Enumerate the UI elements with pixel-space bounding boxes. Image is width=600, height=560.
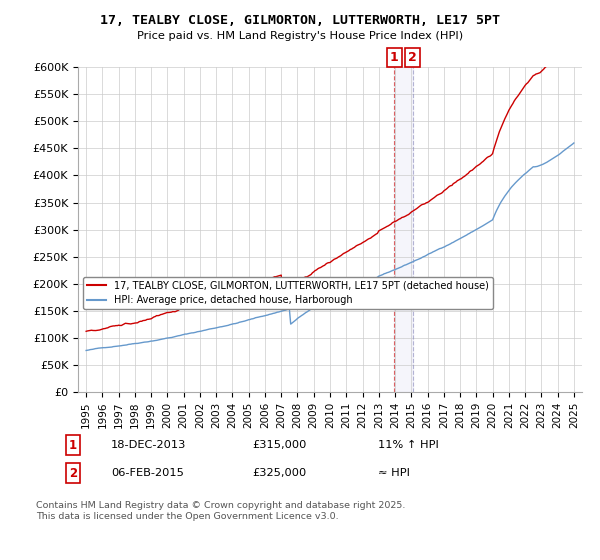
Text: £315,000: £315,000	[252, 440, 307, 450]
Text: 06-FEB-2015: 06-FEB-2015	[111, 468, 184, 478]
Text: 17, TEALBY CLOSE, GILMORTON, LUTTERWORTH, LE17 5PT: 17, TEALBY CLOSE, GILMORTON, LUTTERWORTH…	[100, 14, 500, 27]
Text: £325,000: £325,000	[252, 468, 306, 478]
Text: 18-DEC-2013: 18-DEC-2013	[111, 440, 187, 450]
Text: 1: 1	[390, 51, 399, 64]
Text: ≈ HPI: ≈ HPI	[378, 468, 410, 478]
Legend: 17, TEALBY CLOSE, GILMORTON, LUTTERWORTH, LE17 5PT (detached house), HPI: Averag: 17, TEALBY CLOSE, GILMORTON, LUTTERWORTH…	[83, 277, 493, 309]
Text: 2: 2	[69, 466, 77, 480]
Text: 2: 2	[409, 51, 417, 64]
Text: 1: 1	[69, 438, 77, 452]
Text: 11% ↑ HPI: 11% ↑ HPI	[378, 440, 439, 450]
Text: Contains HM Land Registry data © Crown copyright and database right 2025.
This d: Contains HM Land Registry data © Crown c…	[36, 501, 406, 521]
Bar	[394, 67, 413, 392]
Text: Price paid vs. HM Land Registry's House Price Index (HPI): Price paid vs. HM Land Registry's House …	[137, 31, 463, 41]
